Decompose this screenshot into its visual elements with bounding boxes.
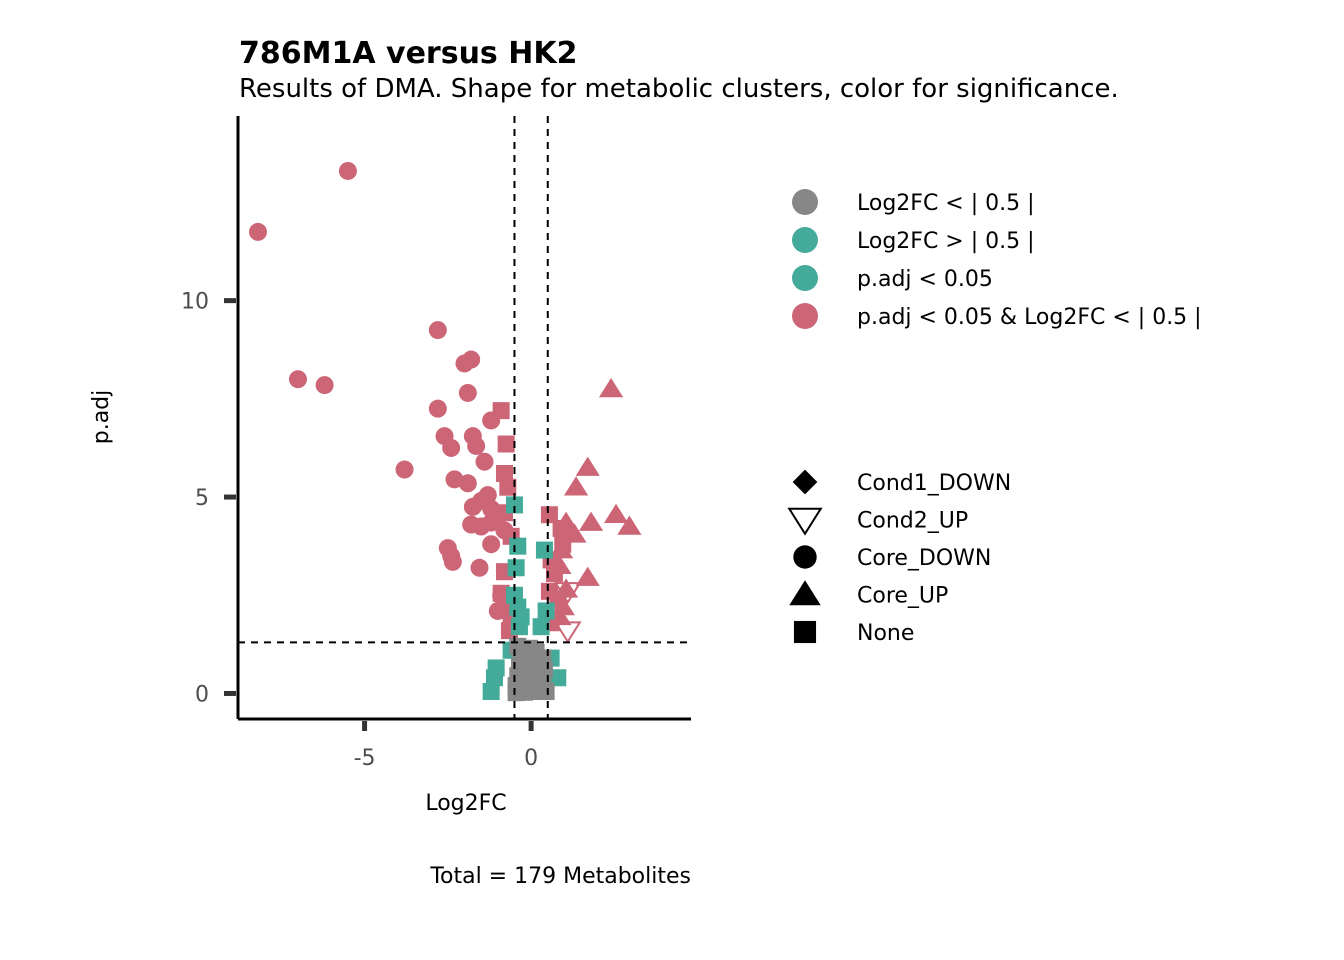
data-point <box>442 438 461 457</box>
data-point <box>617 515 642 535</box>
legend-key-diamond <box>792 469 818 495</box>
shape-legend: Cond1_DOWN Cond2_UP Core_DOWN Core_UP None <box>787 469 1011 646</box>
data-point <box>553 621 582 644</box>
legend-key-square <box>793 620 817 644</box>
legend-key-teal <box>792 227 818 253</box>
legend-label: Cond1_DOWN <box>857 471 1011 496</box>
data-points <box>248 161 642 702</box>
data-point <box>548 539 574 559</box>
data-point <box>562 523 587 543</box>
data-point <box>428 321 447 340</box>
color-legend: Log2FC < | 0.5 | Log2FC > | 0.5 | p.adj < … <box>792 189 1202 330</box>
data-point <box>482 683 500 701</box>
data-point <box>578 511 604 531</box>
data-point <box>547 554 572 575</box>
y-axis-title: p.adj <box>89 390 114 445</box>
data-point <box>549 669 567 687</box>
data-point <box>288 370 307 389</box>
data-point <box>505 496 523 514</box>
data-point <box>482 535 501 554</box>
data-point <box>395 460 414 479</box>
x-tick-label: 0 <box>524 746 538 771</box>
data-point <box>518 678 537 697</box>
y-tick-label: 10 <box>181 290 209 315</box>
chart-title: 786M1A versus HK2 <box>239 36 577 71</box>
data-point <box>485 669 503 687</box>
legend-label: Cond2_UP <box>857 509 968 534</box>
data-point <box>463 497 482 516</box>
data-point <box>338 161 357 180</box>
data-point <box>475 452 494 471</box>
data-point <box>535 541 553 559</box>
data-point <box>458 383 477 402</box>
data-point <box>553 511 579 531</box>
data-point <box>510 618 528 636</box>
data-point <box>507 559 525 577</box>
legend-key-triangle-down-open <box>787 507 823 536</box>
data-point <box>495 464 513 482</box>
legend-label: Core_DOWN <box>857 546 991 571</box>
x-axis-ticks: -5 0 <box>354 721 538 771</box>
y-axis-ticks: 0 5 10 <box>181 290 236 707</box>
legend-label: Log2FC > | 0.5 | <box>857 229 1035 254</box>
x-axis-title: Log2FC <box>425 791 506 816</box>
legend-key-circle <box>793 545 817 569</box>
data-point <box>315 376 334 395</box>
legend-label: Core_UP <box>857 584 948 609</box>
data-point <box>563 476 589 496</box>
data-point <box>603 503 629 523</box>
data-point <box>497 435 515 453</box>
data-point <box>492 402 510 420</box>
data-point <box>509 537 527 555</box>
legend-key-triangle-up <box>789 580 821 606</box>
data-point <box>455 354 474 373</box>
data-point <box>443 552 462 571</box>
data-point <box>499 478 517 496</box>
reference-lines <box>238 116 691 719</box>
data-point <box>553 578 579 598</box>
y-tick-label: 0 <box>195 682 209 707</box>
legend-key-rose <box>792 303 818 329</box>
data-point <box>248 222 267 241</box>
legend-label: p.adj < 0.05 & Log2FC < | 0.5 | <box>857 305 1202 330</box>
data-point <box>540 506 558 524</box>
data-point <box>525 658 544 677</box>
data-point <box>470 558 489 577</box>
data-point <box>458 474 477 493</box>
data-point <box>553 582 582 605</box>
data-point <box>472 517 491 536</box>
data-point <box>598 378 624 398</box>
legend-label: p.adj < 0.05 <box>857 267 993 292</box>
data-point <box>575 456 600 476</box>
data-point <box>547 605 572 626</box>
legend-label: None <box>857 621 914 646</box>
y-tick-label: 5 <box>195 486 209 511</box>
chart-caption: Total = 179 Metabolites <box>429 864 691 889</box>
data-point <box>575 566 600 586</box>
data-point <box>537 602 555 620</box>
data-point <box>428 399 447 418</box>
data-point <box>467 436 486 455</box>
chart-subtitle: Results of DMA. Shape for metabolic clus… <box>239 74 1119 104</box>
legend-label: Log2FC < | 0.5 | <box>857 191 1035 216</box>
legend-key-teal <box>792 265 818 291</box>
data-point <box>532 618 550 636</box>
x-tick-label: -5 <box>354 746 376 771</box>
legend-key-grey <box>792 189 818 215</box>
